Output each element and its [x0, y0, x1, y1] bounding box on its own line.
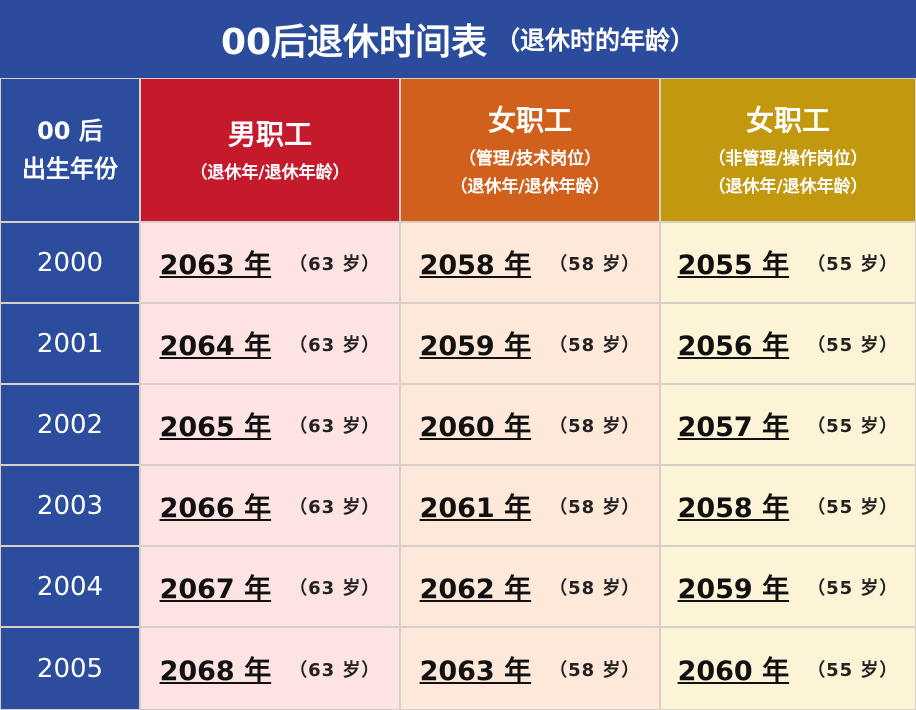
retire-year: 2056 年	[677, 331, 790, 362]
retire-year: 2065 年	[159, 412, 272, 443]
retire-age: （58 岁）	[549, 334, 641, 356]
birth-cell: 2005	[0, 627, 140, 710]
data-cell: 2068 年 （63 岁）	[140, 627, 400, 710]
birth-cell: 2003	[0, 465, 140, 546]
retire-age: （58 岁）	[549, 415, 641, 437]
retire-age: （58 岁）	[549, 496, 641, 518]
retire-year: 2062 年	[419, 574, 532, 605]
title-bar: 00后退休时间表 （退休时的年龄）	[0, 0, 916, 78]
retire-age: （63 岁）	[289, 496, 381, 518]
retire-year: 2067 年	[159, 574, 272, 605]
subtitle: （退休时的年龄）	[495, 26, 696, 55]
retire-age: （58 岁）	[549, 253, 641, 275]
birth-year: 2004	[36, 571, 104, 602]
data-cell: 2055 年 （55 岁）	[660, 222, 916, 303]
data-cell: 2059 年 （55 岁）	[660, 546, 916, 627]
header-cell: 男职工 （退休年/退休年龄）	[140, 78, 400, 222]
retire-year: 2063 年	[159, 250, 272, 281]
header-text: 女职工	[487, 104, 572, 137]
birth-cell: 2000	[0, 222, 140, 303]
retire-age: （55 岁）	[807, 415, 899, 437]
data-cell: 2059 年 （58 岁）	[400, 303, 660, 384]
retire-age: （63 岁）	[289, 253, 381, 275]
data-cell: 2066 年 （63 岁）	[140, 465, 400, 546]
birth-year: 2005	[36, 653, 104, 684]
header-text: （管理/技术岗位）	[458, 149, 602, 169]
data-cell: 2060 年 （58 岁）	[400, 384, 660, 465]
retire-year: 2066 年	[159, 493, 272, 524]
header-text: 出生年份	[22, 155, 118, 183]
header-text: （退休年/退休年龄）	[708, 177, 868, 197]
data-cell: 2067 年 （63 岁）	[140, 546, 400, 627]
birth-year: 2001	[36, 328, 104, 359]
retire-year: 2060 年	[677, 656, 790, 687]
header-cell: 00 后出生年份	[0, 78, 140, 222]
data-cell: 2063 年 （63 岁）	[140, 222, 400, 303]
data-cell: 2058 年 （58 岁）	[400, 222, 660, 303]
retire-year: 2055 年	[677, 250, 790, 281]
data-cell: 2063 年 （58 岁）	[400, 627, 660, 710]
retire-year: 2064 年	[159, 331, 272, 362]
retire-age: （55 岁）	[807, 659, 899, 681]
retire-year: 2059 年	[677, 574, 790, 605]
header-text: 女职工	[745, 104, 830, 137]
header-cell: 女职工 （非管理/操作岗位） （退休年/退休年龄）	[660, 78, 916, 222]
retire-age: （63 岁）	[289, 334, 381, 356]
data-cell: 2062 年 （58 岁）	[400, 546, 660, 627]
retire-year: 2057 年	[677, 412, 790, 443]
title: 00后退休时间表	[220, 22, 488, 63]
retire-year: 2058 年	[419, 250, 532, 281]
data-cell: 2060 年 （55 岁）	[660, 627, 916, 710]
retire-age: （55 岁）	[807, 496, 899, 518]
retire-age: （63 岁）	[289, 659, 381, 681]
data-cell: 2065 年 （63 岁）	[140, 384, 400, 465]
retire-age: （55 岁）	[807, 334, 899, 356]
retire-year: 2068 年	[159, 656, 272, 687]
header-text: （退休年/退休年龄）	[190, 163, 350, 183]
header-text: （退休年/退休年龄）	[450, 177, 610, 197]
retire-age: （58 岁）	[549, 577, 641, 599]
data-cell: 2058 年 （55 岁）	[660, 465, 916, 546]
birth-year: 2003	[36, 490, 104, 521]
header-text: 男职工	[227, 118, 312, 151]
data-cell: 2057 年 （55 岁）	[660, 384, 916, 465]
birth-cell: 2004	[0, 546, 140, 627]
retire-year: 2060 年	[419, 412, 532, 443]
header-text: （非管理/操作岗位）	[708, 149, 868, 169]
retire-age: （63 岁）	[289, 577, 381, 599]
retire-year: 2063 年	[419, 656, 532, 687]
retire-year: 2059 年	[419, 331, 532, 362]
retire-age: （58 岁）	[549, 659, 641, 681]
header-cell: 女职工 （管理/技术岗位） （退休年/退休年龄）	[400, 78, 660, 222]
birth-year: 2002	[36, 409, 104, 440]
retire-year: 2061 年	[419, 493, 532, 524]
header-text: 00 后	[37, 117, 103, 145]
retire-age: （55 岁）	[807, 253, 899, 275]
retire-age: （55 岁）	[807, 577, 899, 599]
retire-age: （63 岁）	[289, 415, 381, 437]
birth-year: 2000	[36, 247, 104, 278]
data-cell: 2064 年 （63 岁）	[140, 303, 400, 384]
data-cell: 2061 年 （58 岁）	[400, 465, 660, 546]
birth-cell: 2002	[0, 384, 140, 465]
birth-cell: 2001	[0, 303, 140, 384]
retire-year: 2058 年	[677, 493, 790, 524]
data-cell: 2056 年 （55 岁）	[660, 303, 916, 384]
